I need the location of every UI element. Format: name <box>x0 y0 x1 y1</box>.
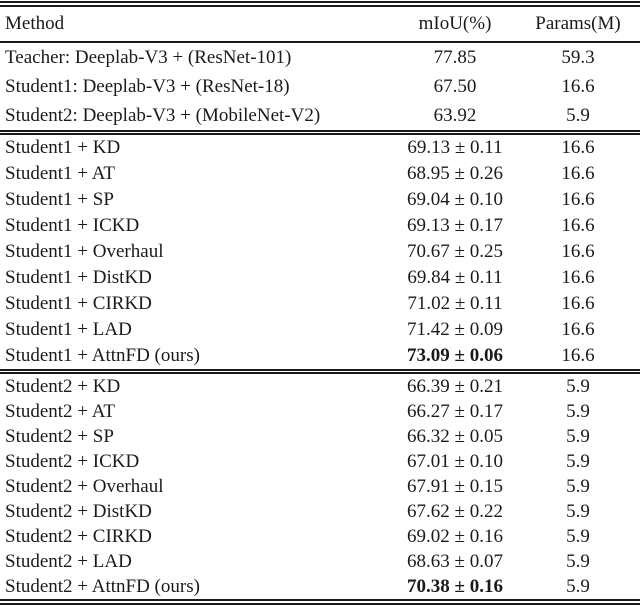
method-cell: Student2 + CIRKD <box>5 525 152 547</box>
table-row: Student1 + KD 69.13 ± 0.11 16.6 <box>0 133 640 162</box>
params-cell: 5.9 <box>566 375 590 397</box>
section-student2: Student2 + KD 66.39 ± 0.21 5.9 Student2 … <box>0 371 640 603</box>
table-row: Student1 + CIRKD 71.02 ± 0.11 16.6 <box>0 291 640 317</box>
params-cell: 16.6 <box>561 293 595 314</box>
miou-cell: 69.04 ± 0.10 <box>407 189 503 210</box>
params-cell: 16.6 <box>561 345 595 366</box>
params-cell: 16.6 <box>561 75 595 97</box>
miou-cell: 71.02 ± 0.11 <box>407 293 503 314</box>
params-cell: 5.9 <box>566 500 590 522</box>
params-cell: 5.9 <box>566 425 590 447</box>
miou-cell: 69.02 ± 0.16 <box>407 525 503 547</box>
method-cell: Student2 + Overhaul <box>5 475 164 497</box>
method-cell: Student1 + AttnFD (ours) <box>5 345 200 366</box>
table-row: Student2 + SP 66.32 ± 0.05 5.9 <box>0 424 640 449</box>
miou-cell: 68.95 ± 0.26 <box>407 163 503 184</box>
method-cell: Student2 + LAD <box>5 550 132 572</box>
section-student1: Student1 + KD 69.13 ± 0.11 16.6 Student1… <box>0 132 640 372</box>
table-row: Student1 + DistKD 69.84 ± 0.11 16.6 <box>0 265 640 291</box>
table-row: Student2 + AttnFD (ours) 70.38 ± 0.16 5.… <box>0 574 640 602</box>
method-cell: Student1 + CIRKD <box>5 293 152 314</box>
method-cell: Student2 + SP <box>5 425 114 447</box>
miou-cell: 70.38 ± 0.16 <box>407 575 503 597</box>
method-cell: Student1 + AT <box>5 163 115 184</box>
miou-cell: 66.27 ± 0.17 <box>407 400 503 422</box>
method-cell: Teacher: Deeplab-V3 + (ResNet-101) <box>5 46 292 68</box>
miou-cell: 71.42 ± 0.09 <box>407 319 503 340</box>
miou-cell: 67.01 ± 0.10 <box>407 450 503 472</box>
miou-cell: 66.39 ± 0.21 <box>407 375 503 397</box>
params-cell: 5.9 <box>566 450 590 472</box>
method-cell: Student1 + Overhaul <box>5 241 164 262</box>
column-header-method: Method <box>0 4 382 43</box>
params-cell: 16.6 <box>561 241 595 262</box>
method-cell: Student1: Deeplab-V3 + (ResNet-18) <box>5 75 290 97</box>
miou-cell: 70.67 ± 0.25 <box>407 241 503 262</box>
method-cell: Student1 + LAD <box>5 319 132 340</box>
params-cell: 5.9 <box>566 475 590 497</box>
miou-cell: 69.13 ± 0.11 <box>407 137 503 158</box>
params-cell: 5.9 <box>566 104 590 126</box>
miou-cell: 63.92 <box>433 104 477 126</box>
table-row: Student2 + Overhaul 67.91 ± 0.15 5.9 <box>0 474 640 499</box>
method-cell: Student2 + AT <box>5 400 115 422</box>
miou-cell: 66.32 ± 0.05 <box>407 425 503 447</box>
miou-cell: 68.63 ± 0.07 <box>407 550 503 572</box>
table-row: Student1 + AttnFD (ours) 73.09 ± 0.06 16… <box>0 343 640 372</box>
table-row: Student2 + AT 66.27 ± 0.17 5.9 <box>0 399 640 424</box>
table-row: Student1: Deeplab-V3 + (ResNet-18) 67.50… <box>0 72 640 101</box>
params-cell: 16.6 <box>561 189 595 210</box>
table-row: Student2 + KD 66.39 ± 0.21 5.9 <box>0 372 640 400</box>
params-cell: 16.6 <box>561 267 595 288</box>
table-row: Student2: Deeplab-V3 + (MobileNet-V2) 63… <box>0 101 640 133</box>
miou-cell: 67.62 ± 0.22 <box>407 500 503 522</box>
params-cell: 16.6 <box>561 137 595 158</box>
method-cell: Student2 + AttnFD (ours) <box>5 575 200 597</box>
table-row: Student1 + SP 69.04 ± 0.10 16.6 <box>0 187 640 213</box>
table-header: Method mIoU(%) Params(M) <box>0 4 640 43</box>
table-row: Student2 + CIRKD 69.02 ± 0.16 5.9 <box>0 524 640 549</box>
table-row: Student2 + LAD 68.63 ± 0.07 5.9 <box>0 549 640 574</box>
method-cell: Student1 + KD <box>5 137 121 158</box>
method-cell: Student2 + ICKD <box>5 450 140 472</box>
params-cell: 5.9 <box>566 550 590 572</box>
params-cell: 5.9 <box>566 400 590 422</box>
miou-cell: 69.13 ± 0.17 <box>407 215 503 236</box>
params-cell: 59.3 <box>561 46 595 68</box>
miou-cell: 77.85 <box>433 46 477 68</box>
column-header-params: Params(M) <box>528 4 640 43</box>
params-cell: 5.9 <box>566 575 590 597</box>
params-cell: 16.6 <box>561 319 595 340</box>
method-cell: Student2: Deeplab-V3 + (MobileNet-V2) <box>5 104 321 126</box>
params-cell: 16.6 <box>561 215 595 236</box>
table-row: Student2 + ICKD 67.01 ± 0.10 5.9 <box>0 449 640 474</box>
miou-cell: 69.84 ± 0.11 <box>407 267 503 288</box>
method-cell: Student1 + SP <box>5 189 114 210</box>
section-baselines: Teacher: Deeplab-V3 + (ResNet-101) 77.85… <box>0 42 640 133</box>
table-row: Student1 + ICKD 69.13 ± 0.17 16.6 <box>0 213 640 239</box>
table-row: Student2 + DistKD 67.62 ± 0.22 5.9 <box>0 499 640 524</box>
miou-cell: 67.50 <box>433 75 477 97</box>
method-cell: Student1 + DistKD <box>5 267 152 288</box>
miou-cell: 73.09 ± 0.06 <box>407 345 503 366</box>
method-cell: Student1 + ICKD <box>5 215 140 236</box>
method-cell: Student2 + KD <box>5 375 121 397</box>
header-row: Method mIoU(%) Params(M) <box>0 4 640 43</box>
table-row: Teacher: Deeplab-V3 + (ResNet-101) 77.85… <box>0 42 640 72</box>
params-cell: 16.6 <box>561 163 595 184</box>
table-row: Student1 + Overhaul 70.67 ± 0.25 16.6 <box>0 239 640 265</box>
params-cell: 5.9 <box>566 525 590 547</box>
table-row: Student1 + AT 68.95 ± 0.26 16.6 <box>0 161 640 187</box>
table-row: Student1 + LAD 71.42 ± 0.09 16.6 <box>0 317 640 343</box>
miou-cell: 67.91 ± 0.15 <box>407 475 503 497</box>
method-cell: Student2 + DistKD <box>5 500 152 522</box>
column-header-miou: mIoU(%) <box>382 4 528 43</box>
